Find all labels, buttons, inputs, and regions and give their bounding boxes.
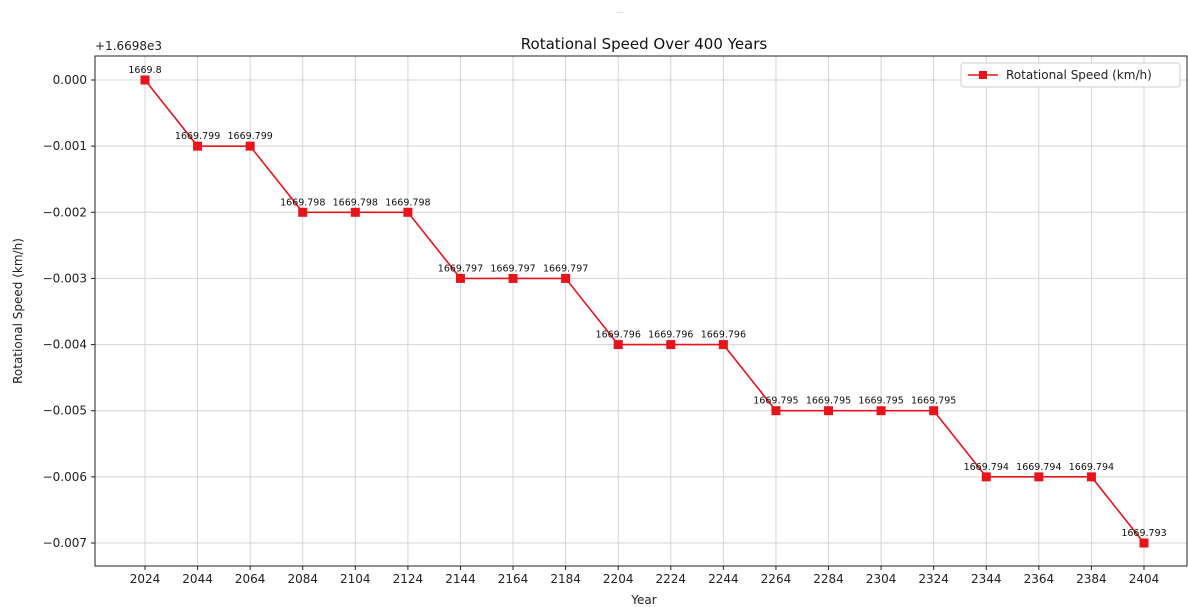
x-tick-label: 2364 [1024,572,1055,586]
data-point [1086,472,1096,482]
y-tick-label: −0.002 [43,205,87,219]
data-label: 1669.794 [964,462,1009,473]
data-point [1034,472,1044,482]
data-point [455,273,465,283]
x-tick-label: 2324 [918,572,949,586]
data-label: 1669.798 [385,197,430,208]
y-tick-label: −0.006 [43,470,87,484]
x-tick-label: 2164 [498,572,529,586]
data-label: 1669.797 [438,263,483,274]
chart-title: Rotational Speed Over 400 Years [521,35,768,53]
data-label: 1669.795 [753,396,798,407]
data-label: 1669.799 [227,131,272,142]
x-tick-label: 2264 [761,572,792,586]
axes: 2024 2044 2064 2084 2104 2124 2144 2164 2184 2204… [43,55,1188,586]
data-labels: 1669.8 1669.799 1669.799 1669.798 1669.798 16… [128,65,1166,539]
x-tick-label: 2244 [708,572,739,586]
x-tick-label: 2344 [971,572,1002,586]
x-tick-label: 2284 [813,572,844,586]
x-tick-label: 2024 [130,572,161,586]
data-point [929,406,939,416]
data-label: 1669.795 [911,396,956,407]
data-label: 1669.8 [128,65,161,76]
x-tick-label: 2224 [656,572,687,586]
data-label: 1669.795 [858,396,903,407]
data-label: 1669.797 [490,263,535,274]
y-tick-label: −0.007 [43,536,87,550]
data-point [1139,538,1149,548]
x-tick-label: 2304 [866,572,897,586]
data-label: 1669.794 [1016,462,1061,473]
data-label: 1669.796 [701,330,746,341]
series-line [140,75,1149,548]
data-point [298,207,308,217]
data-point [350,207,360,217]
x-tick-label: 2124 [393,572,424,586]
y-tick-label: −0.005 [43,404,87,418]
data-label: 1669.797 [543,263,588,274]
data-point [824,406,834,416]
x-tick-label: 2064 [235,572,266,586]
data-point [561,273,571,283]
legend-box [960,62,1181,88]
x-tick-label: 2384 [1076,572,1107,586]
data-label: 1669.798 [280,197,325,208]
legend-marker [979,71,987,79]
y-axis-title: Rotational Speed (km/h) [11,238,25,384]
data-point [876,406,886,416]
x-tick-label: 2104 [340,572,371,586]
y-tick-label: −0.001 [43,139,87,153]
data-label: 1669.796 [596,330,641,341]
data-label: 1669.793 [1121,528,1166,539]
x-tick-label: 2184 [550,572,581,586]
top-mark: ... [617,7,624,15]
x-tick-label: 2084 [287,572,318,586]
data-label: 1669.798 [333,197,378,208]
data-point [508,273,518,283]
legend-label: Rotational Speed (km/h) [1006,68,1152,82]
x-tick-label: 2044 [182,572,213,586]
series-line-path [144,79,1145,544]
data-point [193,141,203,151]
x-axis-title: Year [630,593,656,607]
data-label: 1669.795 [806,396,851,407]
data-point [771,406,781,416]
x-tick-label: 2144 [445,572,476,586]
data-point [140,75,150,85]
x-tick-label: 2404 [1129,572,1160,586]
y-tick-label: −0.003 [43,271,87,285]
data-point [613,340,623,350]
data-point [403,207,413,217]
data-label: 1669.799 [175,131,220,142]
y-tick-label: 0.000 [53,73,87,87]
y-tick-label: −0.004 [43,338,87,352]
legend: Rotational Speed (km/h) [960,62,1181,88]
data-point [718,340,728,350]
data-label: 1669.796 [648,330,693,341]
data-point [245,141,255,151]
data-point [666,340,676,350]
data-label: 1669.794 [1069,462,1114,473]
y-offset-label: +1.6698e3 [95,39,162,53]
plot-frame [94,55,1188,567]
x-tick-label: 2204 [603,572,634,586]
data-point [981,472,991,482]
